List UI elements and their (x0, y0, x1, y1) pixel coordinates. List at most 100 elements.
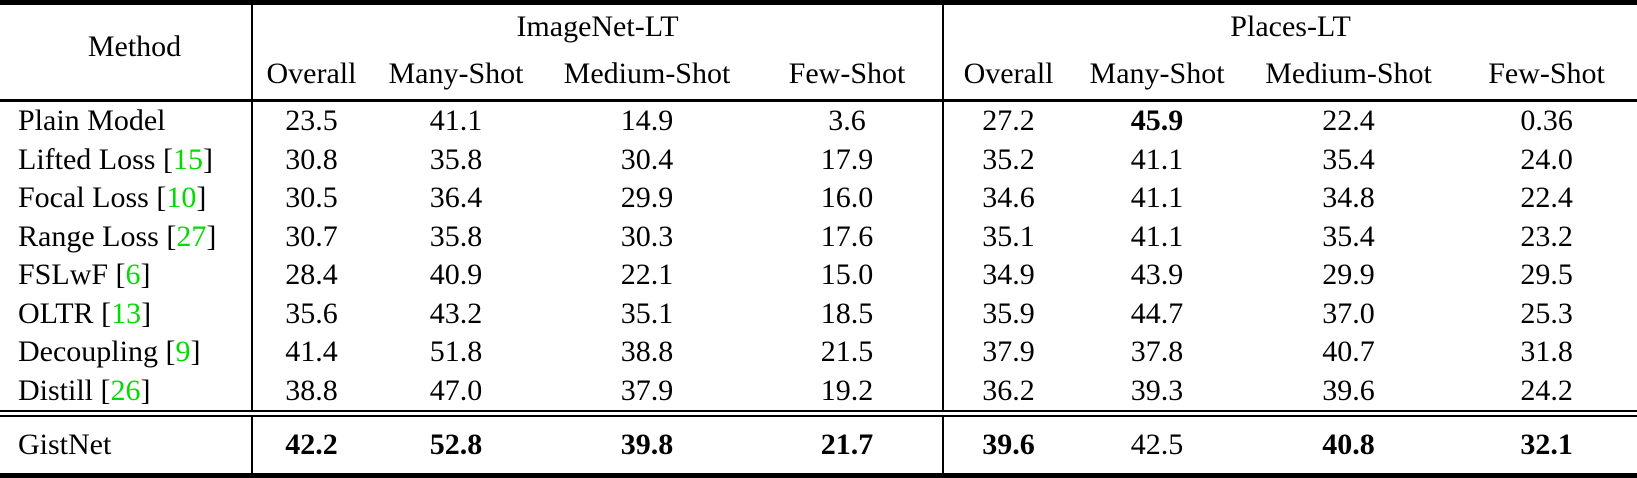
cell-imagenet-overall: 30.7 (251, 217, 370, 256)
cell-imagenet-medium-shot: 30.4 (620, 142, 674, 176)
cell-imagenet-many-shot: 47.0 (429, 373, 483, 407)
citation-bracket-open: [ (148, 181, 167, 215)
cell-places-overall: 27.2 (942, 100, 1074, 141)
cell-imagenet-many-shot: 36.4 (429, 181, 483, 215)
cell-imagenet-few-shot: 16.0 (820, 181, 874, 215)
method-label: Focal Loss (18, 181, 149, 215)
cell-imagenet-medium-shot: 37.9 (620, 373, 674, 407)
table-row-decoupling: Decoupling [9] 41.4 51.8 38.8 21.5 37.9 … (0, 333, 1637, 372)
table-row-range-loss: Range Loss [27] 30.7 35.8 30.3 17.6 35.1… (0, 217, 1637, 257)
col-header-imagenet-few-shot: Few-Shot (788, 57, 906, 91)
cell-places-few-shot: 24.0 (1520, 142, 1573, 176)
citation-bracket-open: [ (93, 296, 112, 330)
cell-places-few-shot: 29.5 (1520, 258, 1573, 292)
cell-places-many-shot: 45.9 (1130, 104, 1184, 138)
method-cell: FSLwF [6] (0, 256, 252, 295)
citation-bracket-open: [ (158, 219, 177, 253)
citation-bracket-open: [ (93, 373, 111, 407)
table-row-distill: Distill [26] 38.8 47.0 37.9 19.2 36.2 39… (0, 371, 1637, 414)
group-header-row: Method ImageNet-LT Places-LT (0, 2, 1637, 63)
cell-places-medium-shot: 35.4 (1322, 219, 1375, 253)
citation-ref-link[interactable]: 13 (111, 296, 142, 330)
cell-places-medium-shot: 35.4 (1322, 142, 1375, 176)
citation-ref-link[interactable]: 26 (110, 373, 141, 407)
method-label: Distill (18, 373, 94, 407)
citation-bracket-open: [ (155, 142, 173, 176)
cell-places-many-shot: 41.1 (1130, 181, 1184, 215)
method-cell: Focal Loss [10] (0, 179, 252, 218)
citation-bracket-close: ] (140, 373, 151, 407)
col-header-imagenet-overall: Overall (251, 49, 370, 101)
citation-bracket-close: ] (190, 335, 201, 369)
cell-places-few-shot: 32.1 (1456, 410, 1637, 476)
cell-imagenet-many-shot: 40.9 (429, 258, 483, 292)
method-label: GistNet (18, 428, 112, 461)
cell-places-few-shot: 23.2 (1520, 219, 1573, 253)
cell-imagenet-few-shot: 15.0 (820, 258, 874, 292)
cell-imagenet-medium-shot: 35.1 (620, 296, 674, 330)
subheader-row: Overall Many-Shot Medium-Shot Few-Shot O… (0, 49, 1637, 101)
cell-places-many-shot: 42.5 (1073, 410, 1242, 476)
method-label: OLTR (18, 296, 94, 330)
citation-bracket-close: ] (140, 258, 151, 292)
citation-ref-link[interactable]: 6 (125, 258, 141, 292)
cell-places-few-shot: 31.8 (1520, 335, 1573, 369)
col-header-places-few-shot: Few-Shot (1488, 57, 1605, 91)
table-row-oltr: OLTR [13] 35.6 43.2 35.1 18.5 35.9 44.7 … (0, 294, 1637, 334)
method-cell: OLTR [13] (0, 295, 252, 334)
cell-imagenet-overall: 38.8 (251, 371, 370, 414)
method-cell: Range Loss [27] (0, 218, 252, 257)
table-footer-gistnet: GistNet 42.2 52.8 39.8 21.7 39.6 42.5 40… (0, 410, 1637, 476)
cell-places-few-shot: 22.4 (1520, 181, 1573, 215)
cell-places-few-shot: 25.3 (1520, 296, 1573, 330)
cell-imagenet-many-shot: 52.8 (370, 410, 542, 476)
cell-imagenet-few-shot: 18.5 (820, 296, 874, 330)
cell-imagenet-many-shot: 35.8 (429, 142, 483, 176)
cell-imagenet-medium-shot: 39.8 (542, 410, 752, 476)
cell-places-many-shot: 37.8 (1130, 335, 1184, 369)
col-header-places-many-shot: Many-Shot (1089, 57, 1225, 91)
citation-ref-link[interactable]: 10 (166, 181, 197, 215)
cell-imagenet-few-shot: 3.6 (828, 104, 866, 138)
method-cell: GistNet (0, 410, 252, 476)
method-label: Lifted Loss (18, 142, 156, 176)
cell-places-medium-shot: 37.0 (1322, 296, 1375, 330)
citation-bracket-open: [ (157, 335, 176, 369)
cell-imagenet-overall: 30.8 (251, 140, 370, 179)
cell-places-few-shot: 24.2 (1520, 373, 1573, 407)
cell-places-many-shot: 44.7 (1130, 296, 1184, 330)
cell-imagenet-few-shot: 19.2 (820, 373, 874, 407)
cell-imagenet-few-shot: 21.7 (752, 410, 944, 476)
cell-places-few-shot: 0.36 (1520, 104, 1573, 138)
cell-places-overall: 35.2 (942, 140, 1074, 179)
method-cell: Lifted Loss [15] (0, 141, 252, 180)
method-cell: Decoupling [9] (0, 333, 252, 372)
cell-places-many-shot: 39.3 (1130, 373, 1184, 407)
table-row-fslwf: FSLwF [6] 28.4 40.9 22.1 15.0 34.9 43.9 … (0, 256, 1637, 295)
method-column-header: Method (87, 30, 182, 64)
cell-imagenet-medium-shot: 22.1 (620, 258, 674, 292)
cell-imagenet-overall: 41.4 (251, 333, 370, 372)
cell-imagenet-many-shot: 35.8 (429, 219, 483, 253)
cell-places-overall: 39.6 (942, 410, 1074, 476)
method-label: Decoupling (18, 335, 158, 369)
cell-imagenet-medium-shot: 38.8 (620, 335, 674, 369)
method-cell: Distill [26] (0, 372, 252, 414)
cell-places-many-shot: 43.9 (1130, 258, 1184, 292)
cell-imagenet-overall: 30.5 (251, 179, 370, 218)
cell-imagenet-overall: 28.4 (251, 256, 370, 295)
cell-places-overall: 35.9 (942, 294, 1074, 333)
cell-imagenet-medium-shot: 14.9 (620, 104, 674, 138)
citation-ref-link[interactable]: 9 (175, 335, 191, 369)
cell-places-medium-shot: 40.7 (1322, 335, 1375, 369)
method-label: Plain Model (18, 104, 166, 138)
cell-places-overall: 35.1 (942, 217, 1074, 256)
table-row-gistnet: GistNet 42.2 52.8 39.8 21.7 39.6 42.5 40… (0, 410, 1637, 476)
citation-ref-link[interactable]: 15 (172, 142, 203, 176)
cell-imagenet-many-shot: 43.2 (429, 296, 483, 330)
citation-ref-link[interactable]: 27 (176, 219, 207, 253)
citation-bracket-close: ] (202, 142, 213, 176)
cell-places-many-shot: 41.1 (1130, 142, 1184, 176)
cell-imagenet-medium-shot: 29.9 (620, 181, 674, 215)
